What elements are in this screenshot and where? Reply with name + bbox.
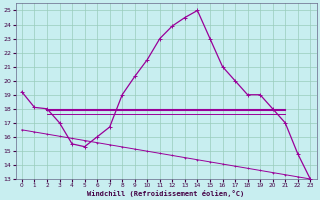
- X-axis label: Windchill (Refroidissement éolien,°C): Windchill (Refroidissement éolien,°C): [87, 190, 245, 197]
